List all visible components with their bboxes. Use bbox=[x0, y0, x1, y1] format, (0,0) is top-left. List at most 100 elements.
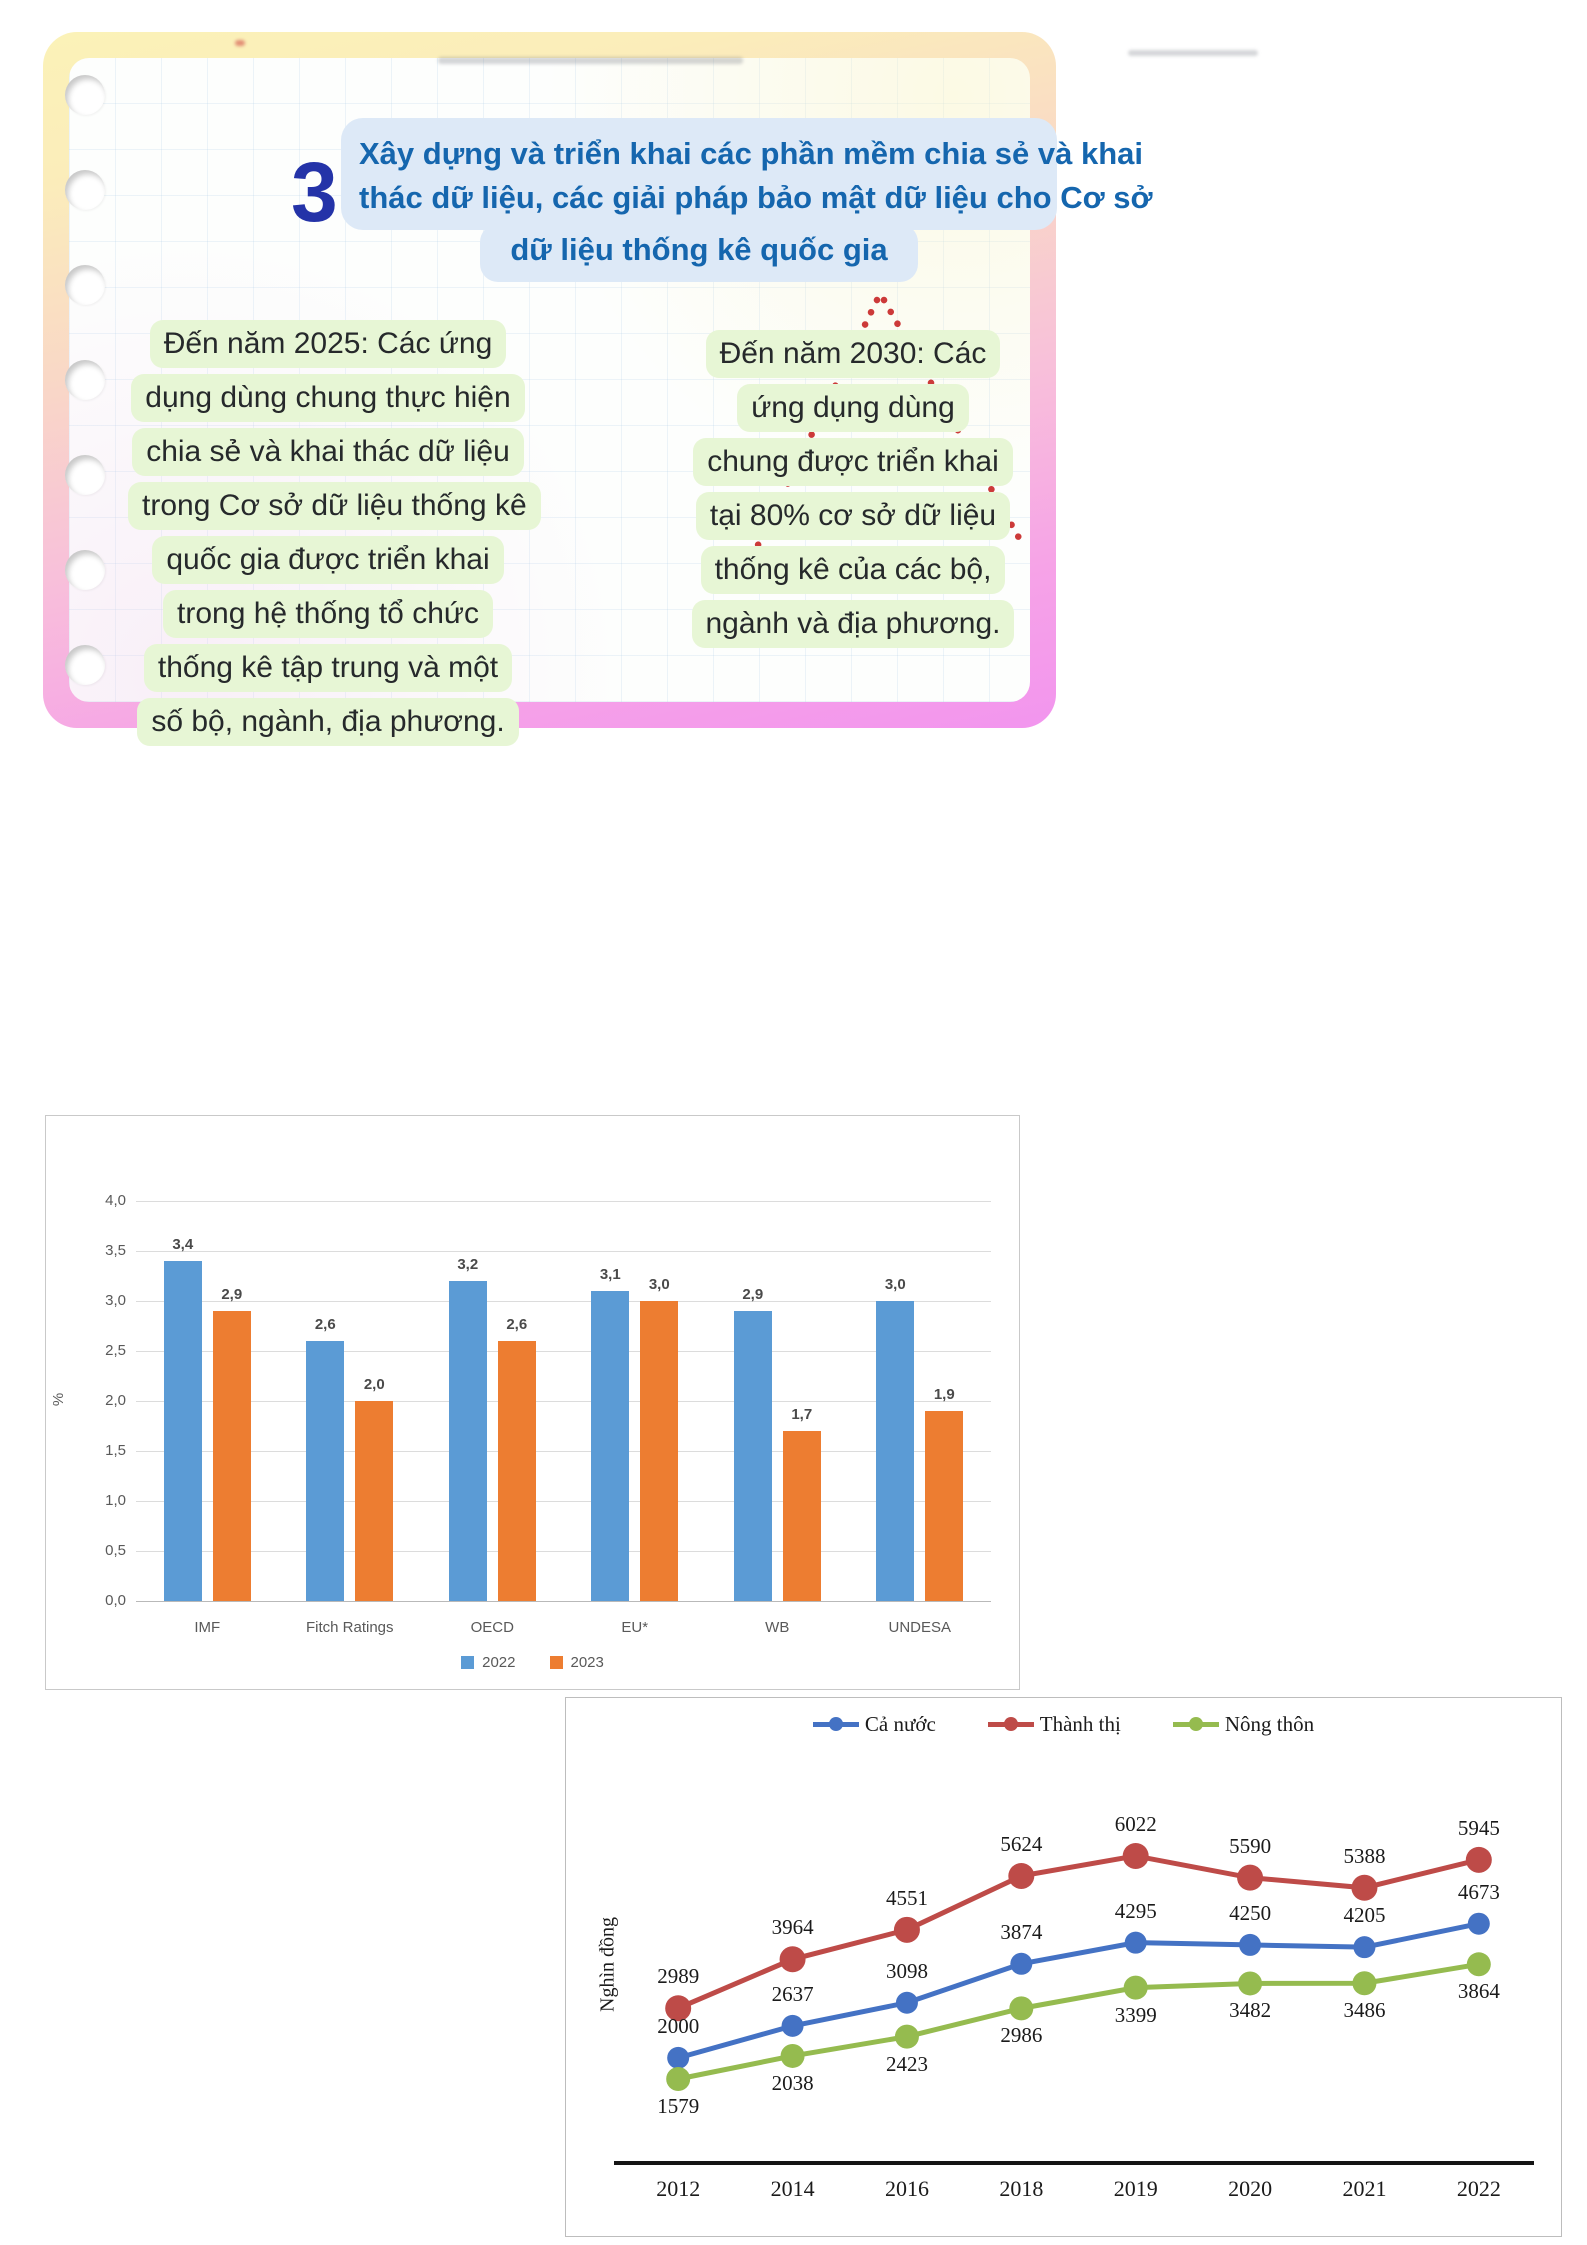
y-axis-tick-label: 1,5 bbox=[105, 1442, 126, 1459]
x-axis-tick-label: 2020 bbox=[1228, 2176, 1273, 2201]
x-axis-line bbox=[614, 2161, 1534, 2165]
data-point-Thành thị-2014 bbox=[779, 1946, 806, 1973]
highlighted-text: tại 80% cơ sở dữ liệu bbox=[695, 492, 1011, 540]
highlighted-text: thống kê của các bộ, bbox=[700, 546, 1006, 594]
data-point-Nông thôn-2014 bbox=[780, 2043, 805, 2068]
legend-item-Thành thị: Thành thị bbox=[987, 1712, 1121, 1737]
x-axis-category-label: OECD bbox=[470, 1619, 514, 1636]
value-label-Cả nước-2020: 4250 bbox=[1229, 1900, 1272, 1925]
legend-label: Nông thôn bbox=[1224, 1712, 1315, 1736]
bar-value-label: 3,0 bbox=[648, 1276, 670, 1293]
data-point-Thành thị-2022 bbox=[1465, 1846, 1492, 1873]
data-point-Cả nước-2019 bbox=[1124, 1931, 1147, 1954]
line-chart-legend: Cả nước Thành thị Nông thôn bbox=[566, 1712, 1561, 1737]
title-line-2: thác dữ liệu, các giải pháp bảo mật dữ l… bbox=[359, 180, 1153, 215]
bar-2023-IMF bbox=[212, 1311, 251, 1601]
binder-hole bbox=[65, 170, 105, 210]
gridline bbox=[136, 1401, 991, 1402]
legend-swatch bbox=[461, 1656, 475, 1669]
data-point-Nông thôn-2021 bbox=[1352, 1971, 1377, 1996]
note-line: dụng dùng chung thực hiện bbox=[128, 374, 528, 428]
note-line: số bộ, ngành, địa phương. bbox=[128, 698, 528, 752]
data-point-Cả nước-2014 bbox=[781, 2014, 804, 2037]
note-line: ứng dụng dùng bbox=[688, 384, 1018, 438]
bar-value-label: 2,9 bbox=[221, 1286, 243, 1303]
bar-value-label: 2,9 bbox=[742, 1286, 764, 1303]
note-line: chia sẻ và khai thác dữ liệu bbox=[128, 428, 528, 482]
y-axis-tick-label: 2,0 bbox=[105, 1392, 126, 1409]
title-background-tail: dữ liệu thống kê quốc gia bbox=[480, 224, 918, 282]
x-axis-tick-label: 2018 bbox=[999, 2176, 1044, 2201]
data-point-Nông thôn-2018 bbox=[1009, 1996, 1034, 2021]
value-label-Thành thị-2019: 6022 bbox=[1114, 1811, 1157, 1836]
legend-label: Thành thị bbox=[1039, 1712, 1121, 1736]
value-label-Thành thị-2022: 5945 bbox=[1457, 1815, 1500, 1840]
value-label-Nông thôn-2012: 1579 bbox=[657, 2093, 700, 2118]
highlighted-text: ứng dụng dùng bbox=[737, 384, 969, 432]
bar-2023-UNDESA bbox=[925, 1411, 964, 1601]
data-point-Nông thôn-2012 bbox=[666, 2066, 691, 2091]
note-line: quốc gia được triển khai bbox=[128, 536, 528, 590]
bar-2022-OECD bbox=[448, 1281, 487, 1601]
value-label-Cả nước-2019: 4295 bbox=[1114, 1898, 1157, 1923]
legend-swatch bbox=[549, 1656, 563, 1669]
data-point-Cả nước-2020 bbox=[1239, 1933, 1262, 1956]
highlighted-text: số bộ, ngành, địa phương. bbox=[137, 698, 519, 746]
x-axis-category-label: UNDESA bbox=[888, 1619, 951, 1636]
binder-hole bbox=[65, 550, 105, 590]
bar-value-label: 3,2 bbox=[457, 1256, 479, 1273]
bar-value-label: 1,7 bbox=[791, 1406, 813, 1423]
x-axis-tick-label: 2022 bbox=[1456, 2176, 1501, 2201]
binder-hole bbox=[65, 360, 105, 400]
title-background: Xây dựng và triển khai các phần mềm chia… bbox=[341, 118, 1153, 230]
note-line: ngành và địa phương. bbox=[688, 600, 1018, 654]
gridline bbox=[136, 1251, 991, 1252]
highlighted-text: ngành và địa phương. bbox=[691, 600, 1015, 648]
x-axis-category-label: Fitch Ratings bbox=[305, 1619, 394, 1636]
bar-value-label: 2,6 bbox=[314, 1316, 336, 1333]
data-point-Thành thị-2012 bbox=[665, 1995, 692, 2022]
data-point-Nông thôn-2016 bbox=[894, 2024, 919, 2049]
bar-value-label: 3,0 bbox=[884, 1276, 906, 1293]
legend-label: 2023 bbox=[570, 1654, 604, 1671]
line-chart-canvas bbox=[665, 1842, 1492, 2091]
line-chart-panel: Cả nước Thành thị Nông thôn Nghìn đồng 2000 2… bbox=[565, 1697, 1562, 2237]
x-axis-tick-label: 2019 bbox=[1113, 2176, 1158, 2201]
note-line: chung được triển khai bbox=[688, 438, 1018, 492]
gridline bbox=[136, 1201, 991, 1202]
value-label-Thành thị-2014: 3964 bbox=[771, 1915, 814, 1940]
y-axis-tick-label: 3,5 bbox=[105, 1242, 126, 1259]
x-axis-tick-label: 2021 bbox=[1342, 2176, 1387, 2201]
gridline bbox=[136, 1501, 991, 1502]
legend-item-2022: 2022 bbox=[461, 1654, 516, 1671]
bar-2022-IMF bbox=[163, 1261, 202, 1601]
value-label-Thành thị-2021: 5388 bbox=[1343, 1843, 1386, 1868]
note-line: Đến năm 2025: Các ứng bbox=[128, 320, 528, 374]
value-label-Cả nước-2014: 2637 bbox=[771, 1981, 814, 2006]
value-label-Nông thôn-2018: 2986 bbox=[1000, 2023, 1043, 2048]
highlighted-text: thống kê tập trung và một bbox=[143, 644, 513, 692]
data-point-Cả nước-2012 bbox=[667, 2046, 690, 2069]
binder-hole bbox=[65, 645, 105, 685]
data-point-Thành thị-2018 bbox=[1008, 1862, 1035, 1889]
bar-2022-EU* bbox=[591, 1291, 630, 1601]
data-point-Cả nước-2018 bbox=[1010, 1952, 1033, 1975]
legend-item-2023: 2023 bbox=[549, 1654, 604, 1671]
bar-value-label: 2,0 bbox=[363, 1376, 385, 1393]
bar-chart-legend: 2022 2023 bbox=[46, 1654, 1019, 1671]
bar-2023-WB bbox=[782, 1431, 821, 1601]
value-label-Nông thôn-2014: 2038 bbox=[771, 2070, 814, 2095]
title-line-3: dữ liệu thống kê quốc gia bbox=[510, 232, 888, 267]
value-label-Thành thị-2018: 5624 bbox=[1000, 1831, 1043, 1856]
note-line: thống kê của các bộ, bbox=[688, 546, 1018, 600]
bar-2023-OECD bbox=[497, 1341, 536, 1601]
value-label-Nông thôn-2019: 3399 bbox=[1114, 2002, 1157, 2027]
y-axis-tick-label: 0,0 bbox=[105, 1592, 126, 1609]
watermark-smudge bbox=[438, 57, 743, 64]
section-card: 3 Xây dựng và triển khai các phần mềm ch… bbox=[43, 32, 1258, 746]
binder-hole bbox=[65, 455, 105, 495]
bar-value-label: 2,6 bbox=[506, 1316, 528, 1333]
data-point-Thành thị-2019 bbox=[1122, 1842, 1149, 1869]
x-axis-tick-label: 2012 bbox=[656, 2176, 701, 2201]
